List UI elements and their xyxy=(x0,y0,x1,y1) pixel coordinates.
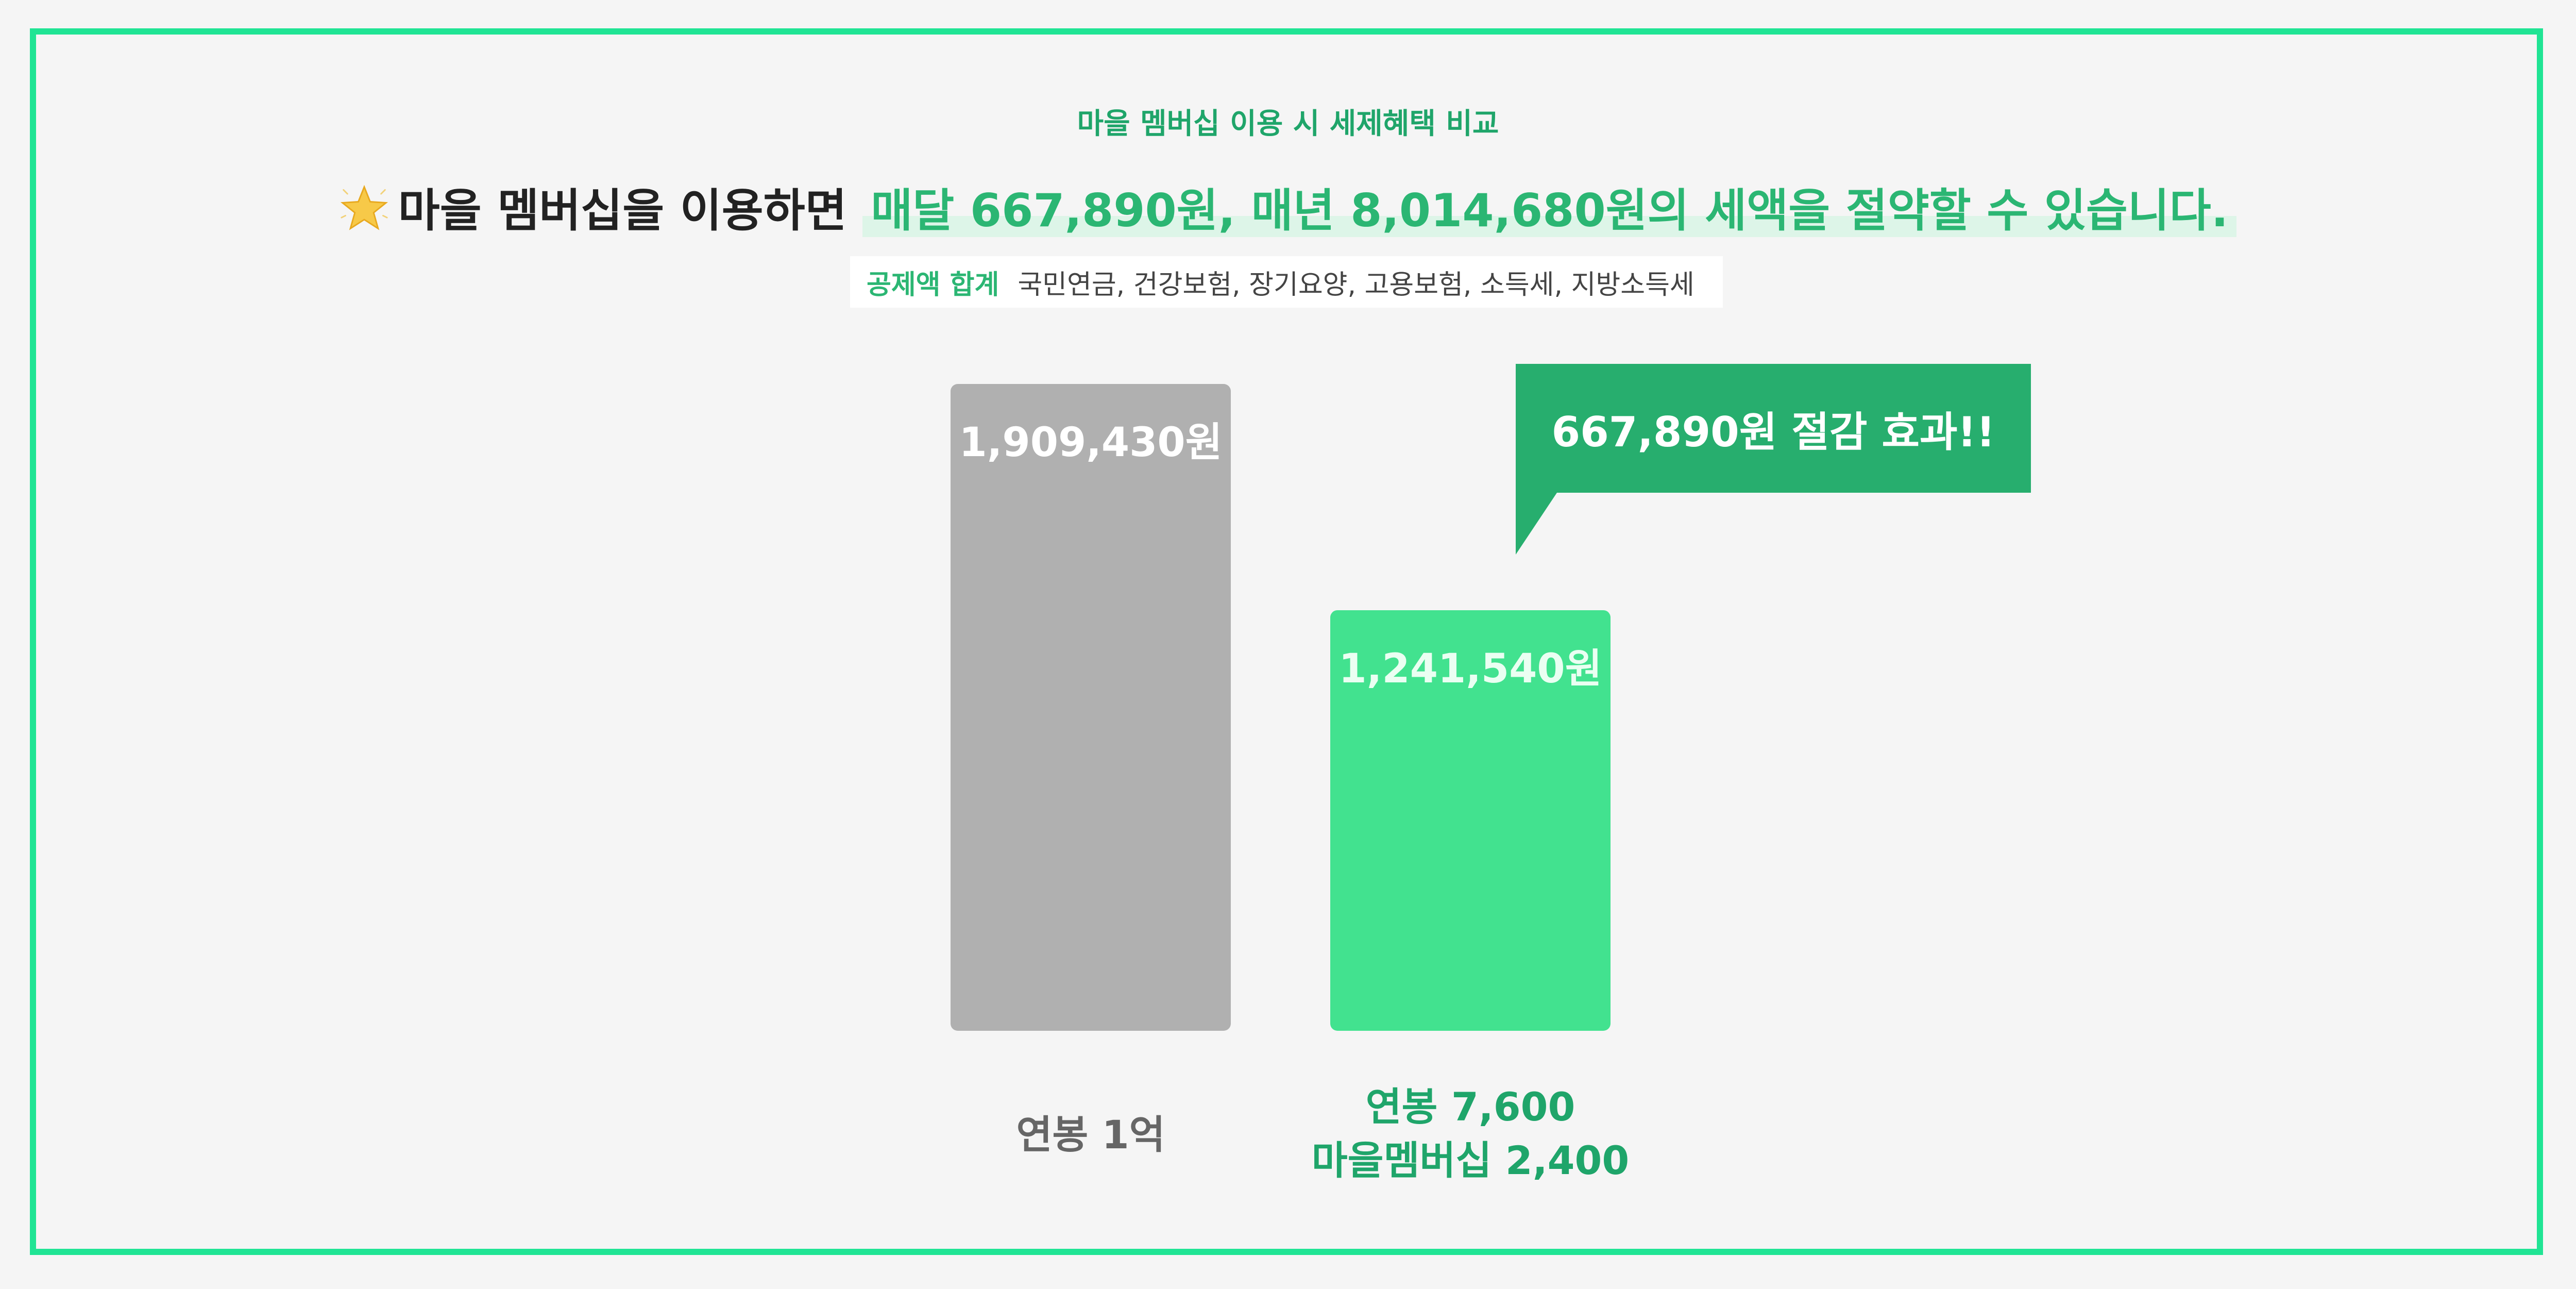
bar-1 xyxy=(951,384,1231,1031)
bar-value-label-2: 1,241,540원 xyxy=(1339,646,1602,692)
star-icon xyxy=(340,185,388,230)
category-label-1: 연봉 1억 xyxy=(885,1108,1297,1162)
headline: 마을 멤버십을 이용하면 매달 667,890원, 매년 8,014,680원의… xyxy=(0,174,2576,240)
headline-prefix: 마을 멤버십을 이용하면 xyxy=(398,184,847,237)
category-label-line: 연봉 7,600 xyxy=(1365,1084,1575,1130)
content-frame xyxy=(30,28,2543,1255)
category-label-line: 연봉 1억 xyxy=(1016,1112,1165,1158)
bar-2 xyxy=(1330,610,1611,1031)
callout-box xyxy=(1516,364,2031,555)
deduction-items: 국민연금, 건강보험, 장기요양, 고용보험, 소득세, 지방소득세 xyxy=(1018,269,1694,300)
category-label-2: 연봉 7,600 마을멤버십 2,400 xyxy=(1264,1080,1676,1187)
headline-highlight: 매달 667,890원, 매년 8,014,680원의 세액을 절약할 수 있습… xyxy=(862,184,2237,237)
bar-value-label-1: 1,909,430원 xyxy=(959,420,1223,466)
chart-subtitle: 마을 멤버십 이용 시 세제혜택 비교 xyxy=(1077,107,1499,141)
savings-callout: 667,890원 절감 효과!! xyxy=(1551,408,1995,456)
category-label-line: 마을멤버십 2,400 xyxy=(1311,1137,1630,1183)
deduction-summary: 공제액 합계 국민연금, 건강보험, 장기요양, 고용보험, 소득세, 지방소득… xyxy=(850,256,1723,308)
deduction-label: 공제액 합계 xyxy=(867,269,999,300)
